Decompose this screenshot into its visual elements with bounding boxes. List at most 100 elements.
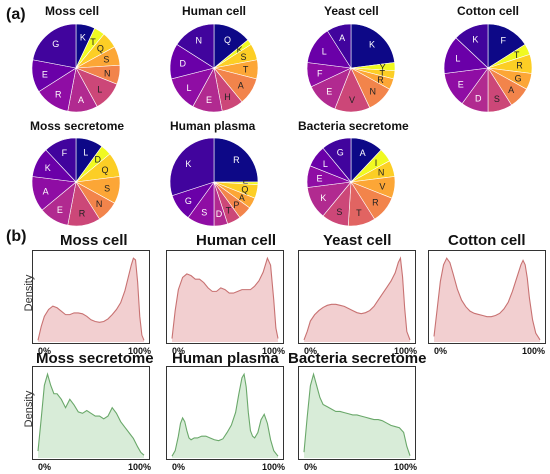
pie-label-bacteria-secretome-r: R [372, 198, 379, 208]
pie-slice-moss-secretome-f [45, 137, 77, 183]
pie-slice-yeast-cell-k [350, 23, 395, 69]
density-plot-yeast-cell [298, 250, 416, 344]
pie-label-moss-secretome-f: F [62, 148, 68, 158]
density-frame-human-cell [166, 250, 284, 344]
density-area-cotton-cell [434, 258, 540, 342]
density-frame-human-plasma [166, 366, 284, 460]
density-area-bacteria-secretome [304, 374, 410, 458]
pie-label-bacteria-secretome-n: N [378, 168, 385, 178]
pie-label-moss-secretome-r: R [79, 209, 86, 219]
pie-label-human-plasma-q: Q [241, 184, 248, 194]
pie-label-moss-cell-r: R [55, 90, 62, 100]
density-xtick-start-cotton-cell: 0% [434, 346, 448, 356]
pie-label-bacteria-secretome-v: V [379, 181, 385, 191]
pie-title-cotton-cell: Cotton cell [457, 4, 519, 18]
density-xtick-start-moss-secretome: 0% [38, 462, 52, 472]
pie-label-human-cell-s: S [240, 52, 246, 62]
pie-label-human-plasma-e: E [243, 179, 249, 189]
panel-label-b: (b) [6, 228, 27, 245]
pie-label-human-plasma-k: K [185, 159, 191, 169]
pie-label-moss-secretome-l: L [83, 147, 88, 157]
density-xtick-start-human-plasma: 0% [172, 462, 186, 472]
pie-label-bacteria-secretome-l: L [323, 159, 328, 169]
pie-label-human-plasma-g: G [185, 196, 192, 206]
pie-label-human-cell-h: H [224, 92, 231, 102]
pie-label-yeast-cell-v: V [349, 95, 355, 105]
pie-title-bacteria-secretome: Bacteria secretome [298, 119, 409, 133]
pie-label-cotton-cell-k: K [472, 34, 478, 44]
density-title-yeast-cell: Yeast cell [323, 232, 392, 249]
pie-label-moss-cell-k: K [80, 33, 86, 43]
density-xtick-end-moss-secretome: 100% [128, 462, 152, 472]
pie-label-moss-secretome-s: S [104, 183, 110, 193]
pie-slice-human-plasma-r [213, 137, 259, 183]
density-line-yeast-cell [303, 256, 411, 341]
pie-label-moss-secretome-q: Q [102, 165, 109, 175]
density-plot-bacteria-secretome [298, 366, 416, 460]
pie-label-human-plasma-d: D [216, 209, 223, 219]
pie-title-moss-cell: Moss cell [45, 4, 100, 18]
pie-label-human-cell-t: T [243, 65, 249, 75]
pie-label-human-plasma-s: S [201, 208, 207, 218]
pie-title-human-plasma: Human plasma [170, 119, 256, 133]
pie-label-human-cell-k: K [237, 45, 243, 55]
density-title-moss-secretome: Moss secretome [36, 350, 154, 367]
pie-label-human-cell-l: L [186, 83, 191, 93]
pie-label-human-cell-n: N [195, 36, 202, 46]
pie-label-yeast-cell-n: N [369, 87, 376, 97]
density-xtick-start-moss-cell: 0% [38, 346, 52, 356]
density-plot-cotton-cell [428, 250, 546, 344]
pie-label-cotton-cell-e: E [458, 80, 464, 90]
pie-title-yeast-cell: Yeast cell [324, 4, 379, 18]
density-line-human-cell [171, 256, 279, 339]
density-frame-bacteria-secretome [298, 366, 416, 460]
panel-label-a: (a) [6, 6, 26, 23]
pie-label-moss-cell-g: G [52, 39, 59, 49]
pie-label-cotton-cell-r: R [516, 61, 523, 71]
density-xtick-end-human-plasma: 100% [262, 462, 286, 472]
pie-label-cotton-cell-a: A [508, 85, 514, 95]
density-area-yeast-cell [304, 258, 410, 342]
pie-label-moss-secretome-n: N [96, 199, 103, 209]
pie-label-bacteria-secretome-g: G [337, 148, 344, 158]
pie-label-yeast-cell-y: Y [380, 63, 386, 73]
pie-label-moss-secretome-a: A [43, 186, 49, 196]
pie-label-yeast-cell-r: R [377, 75, 384, 85]
pie-label-moss-cell-q: Q [97, 43, 104, 53]
pie-label-cotton-cell-f: F [501, 36, 507, 46]
pie-slice-human-plasma-k [169, 137, 215, 196]
pie-label-bacteria-secretome-t: T [356, 208, 362, 218]
pie-label-cotton-cell-t: T [514, 50, 520, 60]
density-xtick-end-yeast-cell: 100% [394, 346, 418, 356]
pie-label-yeast-cell-e: E [326, 87, 332, 97]
density-xtick-end-human-cell: 100% [262, 346, 286, 356]
pie-label-moss-secretome-d: D [94, 154, 101, 164]
density-title-moss-cell: Moss cell [60, 232, 128, 249]
density-xtick-start-human-cell: 0% [172, 346, 186, 356]
pie-label-human-cell-q: Q [224, 35, 231, 45]
pie-label-moss-secretome-e: E [57, 205, 63, 215]
pie-label-human-cell-a: A [238, 80, 244, 90]
pie-label-bacteria-secretome-s: S [336, 207, 342, 217]
pie-slice-bacteria-secretome-g [322, 137, 352, 183]
pie-label-moss-cell-n: N [104, 68, 111, 78]
density-frame-cotton-cell [428, 250, 546, 344]
density-line-cotton-cell [433, 257, 541, 341]
pie-label-cotton-cell-d: D [475, 94, 482, 104]
pie-slice-cotton-cell-f [487, 23, 526, 69]
density-xtick-end-cotton-cell: 100% [522, 346, 546, 356]
density-area-moss-secretome [38, 374, 144, 458]
pie-label-moss-cell-e: E [42, 69, 48, 79]
pie-slice-yeast-cell-a [327, 23, 352, 70]
pie-label-moss-cell-t: T [90, 37, 96, 47]
pie-label-moss-cell-a: A [78, 95, 84, 105]
density-frame-moss-secretome [32, 366, 150, 460]
density-line-human-plasma [171, 372, 279, 457]
density-xtick-start-bacteria-secretome: 0% [304, 462, 318, 472]
pie-label-human-cell-e: E [206, 95, 212, 105]
